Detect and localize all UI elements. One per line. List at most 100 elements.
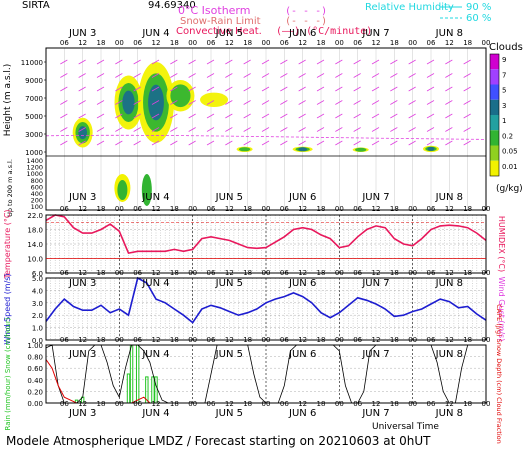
wind-arrow xyxy=(426,73,435,78)
hour-tick-label: 00 xyxy=(262,336,271,344)
hour-tick-label: 18 xyxy=(170,269,179,277)
wind-arrow xyxy=(206,100,215,105)
hour-tick-label: 06 xyxy=(60,400,69,408)
hour-tick-label: 12 xyxy=(298,205,307,213)
hour-tick-label: 06 xyxy=(60,336,69,344)
hour-tick-label: 06 xyxy=(60,269,69,277)
day-label-top: JUN 3 xyxy=(68,28,96,39)
hour-tick-label: 00 xyxy=(115,269,124,277)
hour-tick-label: 18 xyxy=(390,39,399,47)
y-tick-label: 5.0 xyxy=(32,275,43,283)
hour-tick-label: 06 xyxy=(133,39,142,47)
wind-arrow xyxy=(60,59,68,65)
wind-arrow xyxy=(390,73,398,78)
wind-arrow xyxy=(463,73,471,78)
colorbar-label: 5 xyxy=(502,87,506,95)
rain-ylabel: Rain (mm/hour) Snow (cm/hour) xyxy=(4,317,12,430)
wind-arrow xyxy=(78,59,86,65)
wind-line xyxy=(45,276,487,324)
hour-tick-label: 12 xyxy=(78,39,87,47)
hour-tick-label: 12 xyxy=(372,205,381,213)
colorbar-swatch xyxy=(490,160,499,176)
day-label-wind: JUN 3 xyxy=(68,278,96,289)
wind-arrow xyxy=(445,113,453,119)
wind-arrow xyxy=(335,73,343,78)
wind-arrow xyxy=(298,59,306,65)
station-coords: 94.69340 xyxy=(148,0,196,11)
hour-tick-label: 12 xyxy=(225,269,234,277)
wind-arrow xyxy=(60,86,68,92)
day-label-wind: JUN 5 xyxy=(215,278,243,289)
wind-arrow xyxy=(445,127,453,132)
hour-tick-label: 18 xyxy=(317,400,326,408)
wind-arrow xyxy=(133,127,141,132)
footer-title: Modele Atmospherique LMDZ / Forecast sta… xyxy=(6,434,431,448)
wind-arrow xyxy=(170,59,178,65)
hour-tick-label: 00 xyxy=(188,39,197,47)
wind-arrow xyxy=(188,86,196,92)
wind-arrow xyxy=(408,113,416,119)
wind-arrow xyxy=(261,113,270,119)
hour-tick-label: 06 xyxy=(133,336,142,344)
y-tick-label: 7000 xyxy=(25,95,43,103)
hour-tick-label: 18 xyxy=(317,269,326,277)
legend-rh-60: 60 % xyxy=(466,13,491,24)
hour-tick-label: 00 xyxy=(335,400,344,408)
hour-tick-label: 00 xyxy=(188,400,197,408)
cloud-blob xyxy=(298,147,308,152)
hour-tick-label: 12 xyxy=(78,205,87,213)
hour-tick-label: 12 xyxy=(152,39,161,47)
temperature-frame xyxy=(45,214,487,274)
hour-tick-label: 18 xyxy=(317,205,326,213)
wind-arrow xyxy=(316,86,325,92)
hour-tick-label: 06 xyxy=(353,39,362,47)
y-tick-label: 800 xyxy=(31,177,43,185)
y-tick-label: 2.0 xyxy=(32,312,43,320)
colorbar-swatch xyxy=(490,84,499,100)
y-tick-label: 100 xyxy=(31,203,43,211)
hour-tick-label: 12 xyxy=(445,336,454,344)
cloud-panel-frame xyxy=(45,47,487,211)
wind-arrow xyxy=(316,140,325,146)
colorbar-label: 0.2 xyxy=(502,132,513,140)
wind-arrow xyxy=(151,140,160,146)
cape-ylabel: CAPE (J/g) Snow Depth (cm) Cloud Fractio… xyxy=(495,304,503,444)
hour-tick-label: 06 xyxy=(133,400,142,408)
wind-arrow xyxy=(243,86,251,92)
wind-arrow xyxy=(188,127,196,132)
y-tick-label: 3000 xyxy=(25,131,43,139)
hour-tick-label: 06 xyxy=(60,205,69,213)
y-tick-label: 0.0 xyxy=(32,337,43,345)
cloud-blob xyxy=(354,147,367,152)
wind-arrow xyxy=(298,140,306,146)
wind-arrow xyxy=(280,113,288,119)
day-label-cloud-bottom: JUN 8 xyxy=(435,192,463,203)
wind-arrow xyxy=(426,86,435,92)
wind-arrow xyxy=(261,86,270,92)
hour-tick-label: 18 xyxy=(243,205,252,213)
hour-tick-label: 06 xyxy=(427,205,436,213)
y-tick-label: 0.60 xyxy=(27,365,43,373)
hour-tick-label: 06 xyxy=(427,269,436,277)
wind-arrow xyxy=(463,113,471,119)
wind-arrow xyxy=(353,113,361,119)
wind-arrow xyxy=(371,73,380,78)
hour-tick-label: 18 xyxy=(390,269,399,277)
day-label-cloud-bottom: JUN 3 xyxy=(68,192,96,203)
wind-arrow xyxy=(408,140,416,146)
wind-arrow xyxy=(316,100,325,105)
y-tick-label: 4.0 xyxy=(32,287,43,295)
y-tick-label: 1200 xyxy=(26,164,43,172)
wind-arrow xyxy=(188,59,196,65)
colorbar-label: 1 xyxy=(502,117,506,125)
wind-arrow xyxy=(115,113,123,119)
wind-arrow xyxy=(151,127,160,132)
hour-tick-label: 12 xyxy=(372,336,381,344)
wind-arrow xyxy=(280,73,288,78)
legend-convective-symbol: (——) (°C/minute) xyxy=(276,26,372,37)
wind-frame xyxy=(45,277,487,341)
hour-tick-label: 00 xyxy=(335,336,344,344)
wind-arrow xyxy=(151,113,160,119)
colorbar-frame xyxy=(489,53,500,177)
colorbar-label: 0.01 xyxy=(502,163,518,171)
